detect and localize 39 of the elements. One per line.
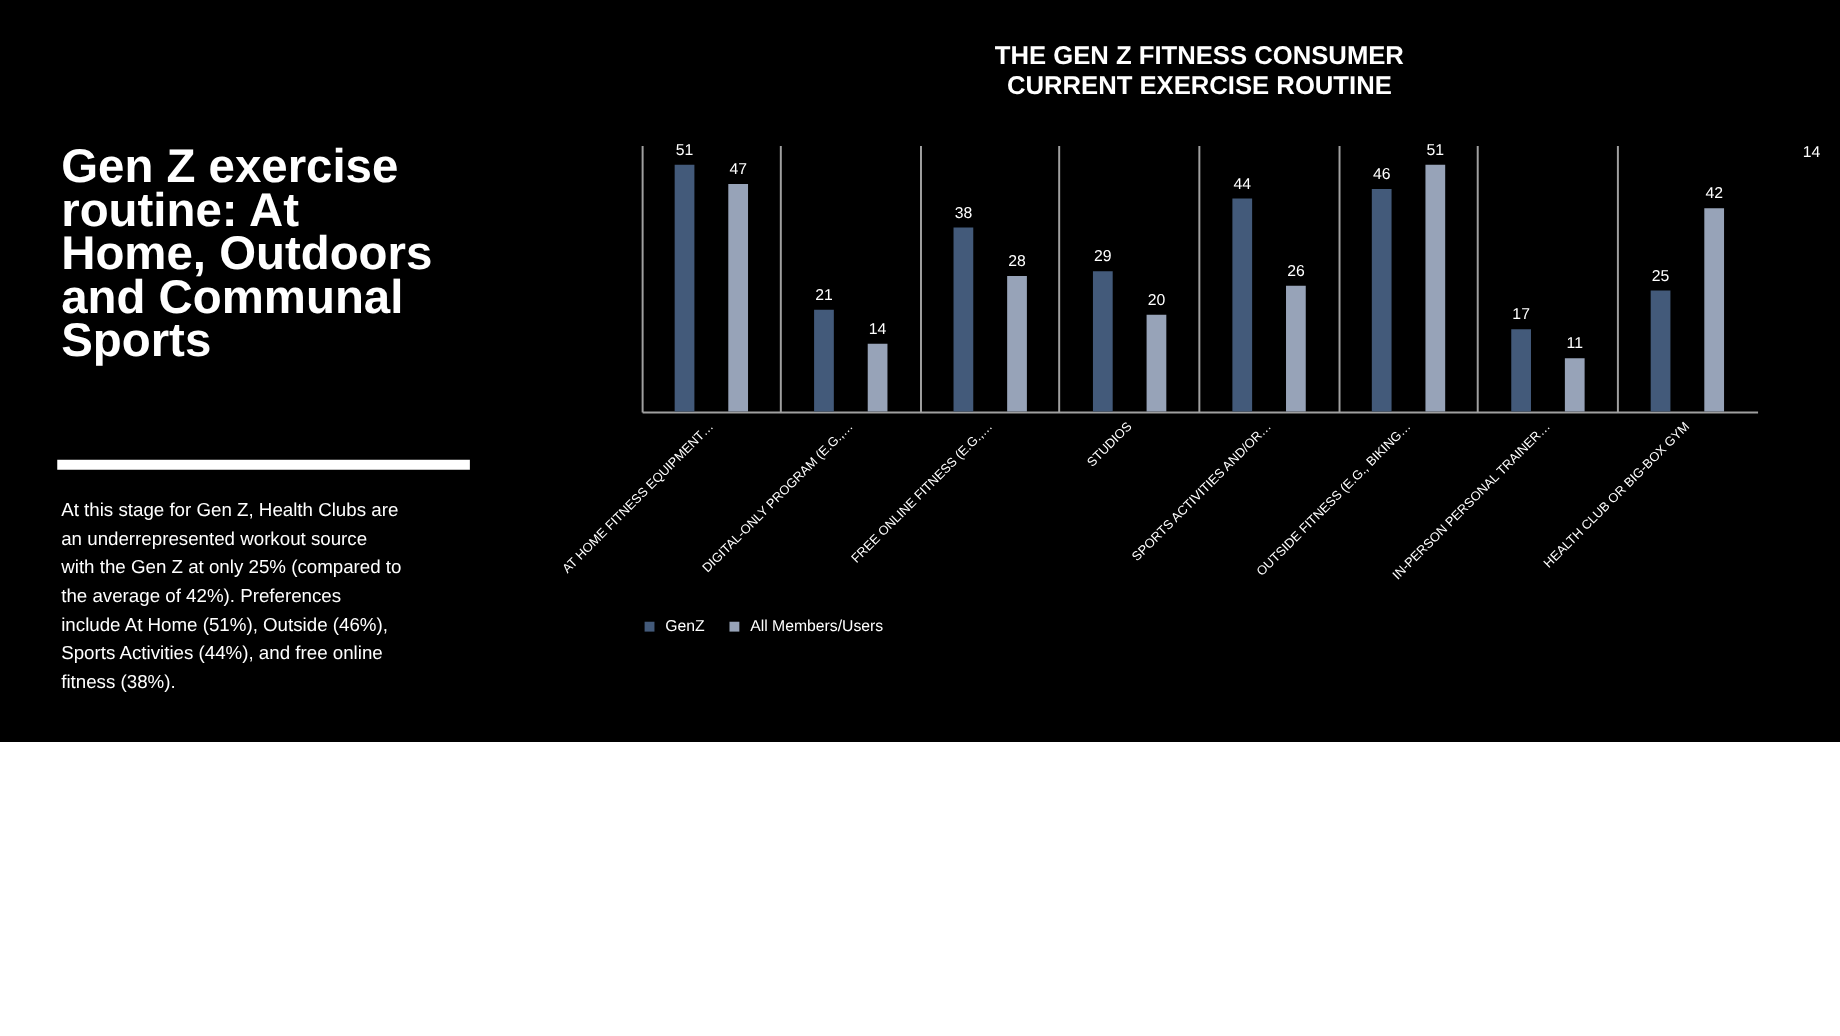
legend-label: GenZ bbox=[665, 616, 706, 635]
bar bbox=[1007, 275, 1027, 412]
legend-label: All Members/Users bbox=[750, 616, 884, 635]
bar bbox=[1511, 329, 1531, 412]
data-label: 26 bbox=[1287, 261, 1306, 280]
data-label: 29 bbox=[1094, 247, 1112, 266]
bar bbox=[953, 227, 974, 412]
data-label: 51 bbox=[675, 140, 694, 159]
bar bbox=[1232, 198, 1253, 412]
bar bbox=[1564, 358, 1585, 412]
bar bbox=[1092, 271, 1113, 412]
text: CURRENT EXERCISE ROUTINE bbox=[1006, 69, 1392, 100]
bar bbox=[867, 343, 888, 412]
bar bbox=[1650, 290, 1671, 412]
data-label: 11 bbox=[1566, 334, 1583, 353]
bar bbox=[1371, 188, 1392, 412]
text: At this stage for Gen Z, Health Clubs are an underrepresented workout source with the Gen Z at only 25% (compared to the average of 42%). Preferences include At Home (51%), Outside (46%), Sports Activities (44%), and free online fitness (38%). bbox=[59, 500, 402, 692]
data-label: 20 bbox=[1147, 290, 1167, 309]
text: 14 bbox=[1802, 142, 1822, 161]
bar bbox=[1704, 208, 1725, 412]
data-label: 46 bbox=[1372, 165, 1392, 184]
data-label: 21 bbox=[815, 285, 833, 304]
bar bbox=[814, 309, 834, 412]
data-label: 44 bbox=[1233, 174, 1253, 193]
data-label: 51 bbox=[1426, 140, 1445, 159]
data-label: 14 bbox=[868, 319, 888, 338]
data-label: 38 bbox=[954, 203, 974, 222]
bar bbox=[728, 184, 749, 412]
data-label: 47 bbox=[729, 160, 747, 179]
bar bbox=[1286, 285, 1306, 412]
data-label: 42 bbox=[1705, 184, 1723, 203]
text: Gen Z exercise routine: At Home, Outdoors and Communal Sports bbox=[61, 142, 433, 369]
bar bbox=[1146, 314, 1167, 412]
data-label: 17 bbox=[1512, 305, 1530, 324]
data-label: 25 bbox=[1651, 266, 1671, 285]
data-label: 28 bbox=[1008, 252, 1028, 271]
text: THE GEN Z FITNESS CONSUMER bbox=[994, 40, 1404, 70]
bar bbox=[674, 164, 695, 412]
bar bbox=[1425, 164, 1446, 412]
